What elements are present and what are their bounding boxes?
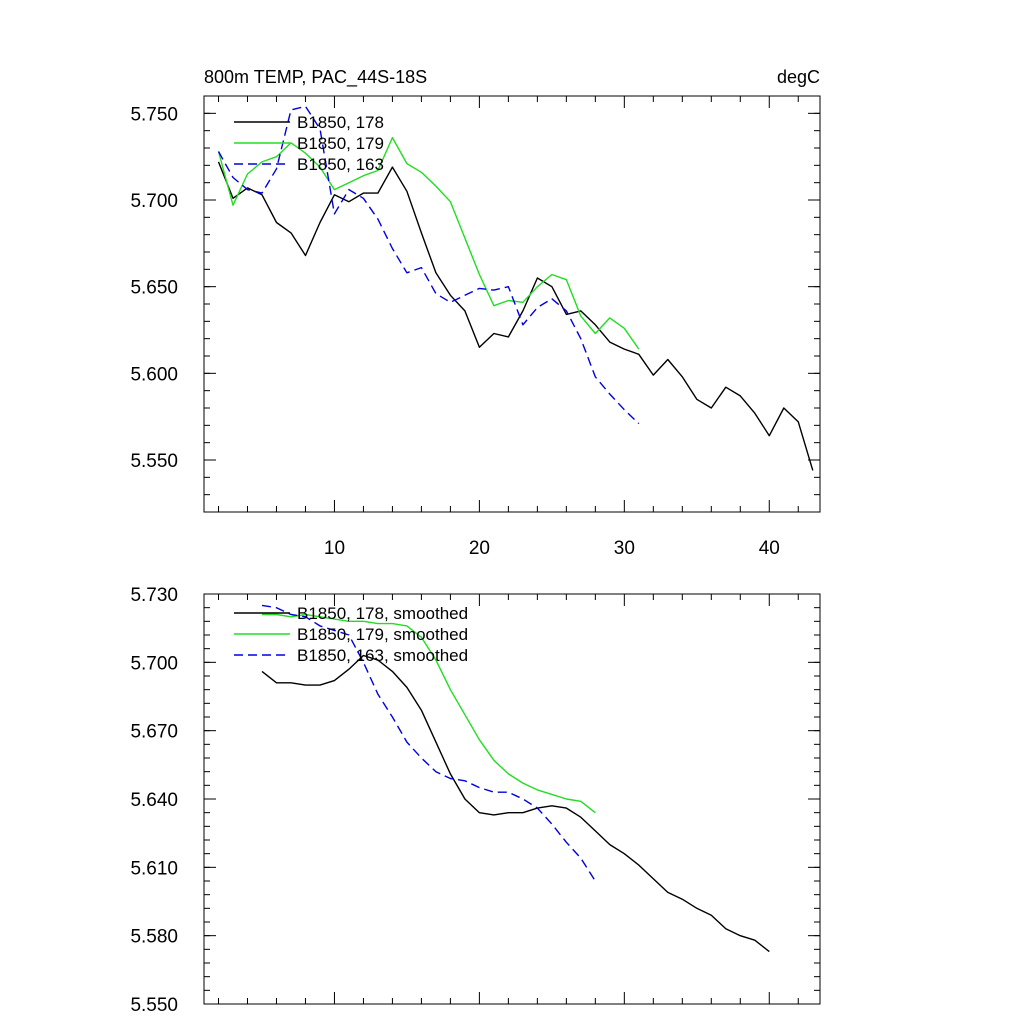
- x-tick-label: 10: [324, 538, 345, 559]
- y-tick-label: 5.600: [130, 364, 178, 385]
- top-panel: 800m TEMP, PAC_44S-18S degC 10 20 30 40 5.55…: [130, 67, 821, 559]
- series-line-b1850-178: [217, 161, 814, 471]
- y-tick-label: 5.580: [130, 927, 178, 948]
- legend-label: B1850, 178, smoothed: [297, 604, 468, 623]
- series-line-b1850-178-smoothed: [261, 654, 770, 953]
- legend-label: B1850, 179, smoothed: [297, 625, 468, 644]
- y-tick-label: 5.640: [130, 790, 178, 811]
- y-tick-label: 5.670: [130, 722, 178, 743]
- legend-label: B1850, 179: [297, 134, 384, 153]
- y-tick-label: 5.730: [130, 585, 178, 606]
- top-series-layer: [217, 105, 814, 471]
- top-units: degC: [777, 67, 820, 87]
- series-line-b1850-179-smoothed: [262, 613, 596, 814]
- x-tick-label: 40: [759, 538, 780, 559]
- legend-label: B1850, 178: [297, 113, 384, 132]
- y-tick-label: 5.750: [130, 104, 178, 125]
- legend-label: B1850, 163: [297, 155, 384, 174]
- top-axes-ticks: 10 20 30 40 5.550 5.600 5.650 5.700 5.750: [130, 95, 820, 559]
- x-tick-label: 30: [614, 538, 635, 559]
- top-title: 800m TEMP, PAC_44S-18S: [204, 67, 427, 88]
- y-tick-label: 5.610: [130, 858, 178, 879]
- series-line-b1850-163-smoothed: [261, 604, 596, 882]
- x-tick-label: 20: [469, 538, 490, 559]
- y-tick-label: 5.550: [130, 451, 178, 472]
- legend-label: B1850, 163, smoothed: [297, 646, 468, 665]
- series-line-b1850-163: [217, 105, 640, 425]
- bottom-series-layer: [261, 604, 770, 953]
- y-tick-label: 5.700: [130, 191, 178, 212]
- y-tick-label: 5.550: [130, 995, 178, 1016]
- bottom-panel: 5.550 5.580 5.610 5.640 5.670 5.700 5.730 B185…: [130, 585, 821, 1016]
- bottom-legend: B1850, 178, smoothed B1850, 179, smoothed…: [234, 604, 468, 665]
- y-tick-label: 5.650: [130, 278, 178, 299]
- y-tick-label: 5.700: [130, 653, 178, 674]
- top-legend: B1850, 178 B1850, 179 B1850, 163: [234, 113, 384, 174]
- series-line-b1850-179: [217, 136, 640, 350]
- bottom-axes-ticks: 5.550 5.580 5.610 5.640 5.670 5.700 5.730: [130, 585, 820, 1016]
